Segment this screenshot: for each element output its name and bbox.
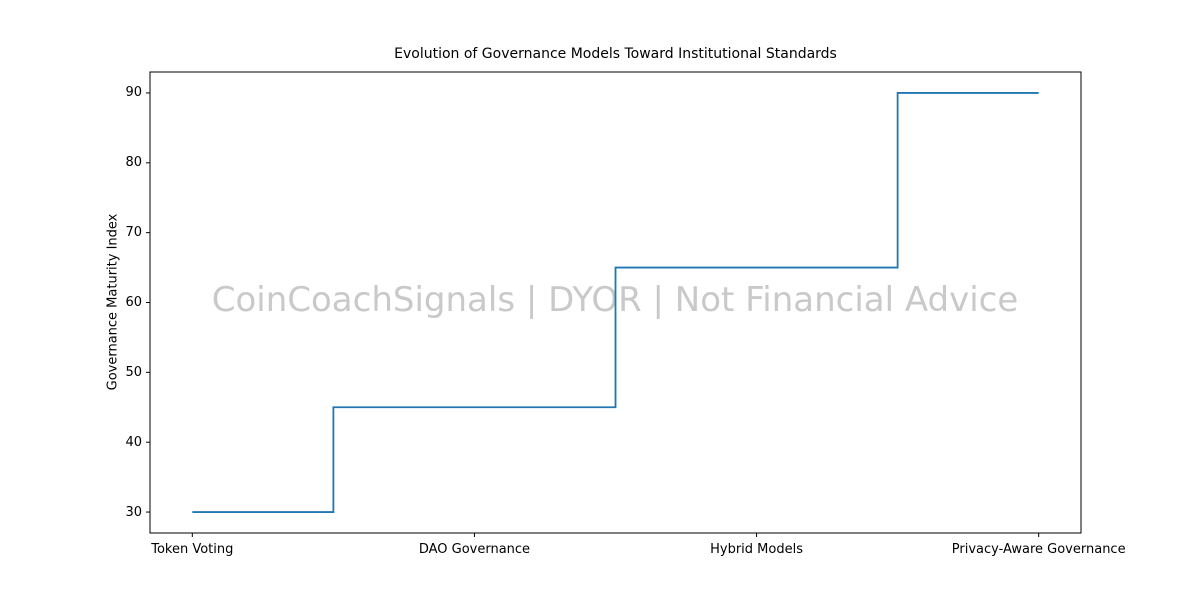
x-tick-label: Privacy-Aware Governance bbox=[951, 542, 1126, 557]
x-tick-label: Hybrid Models bbox=[710, 542, 803, 557]
y-tick-label: 80 bbox=[125, 155, 142, 171]
chart-title: Evolution of Governance Models Toward In… bbox=[394, 46, 837, 62]
y-tick-label: 70 bbox=[125, 225, 142, 241]
step-line-series bbox=[192, 92, 1039, 513]
x-tick-label: Token Voting bbox=[151, 542, 234, 557]
x-tick-label: DAO Governance bbox=[418, 542, 531, 557]
y-tick-label: 40 bbox=[125, 434, 142, 450]
y-tick-label: 50 bbox=[125, 364, 142, 380]
y-tick-label: 90 bbox=[125, 85, 142, 101]
y-tick-label: 30 bbox=[125, 504, 142, 520]
y-tick-label: 60 bbox=[125, 295, 142, 310]
